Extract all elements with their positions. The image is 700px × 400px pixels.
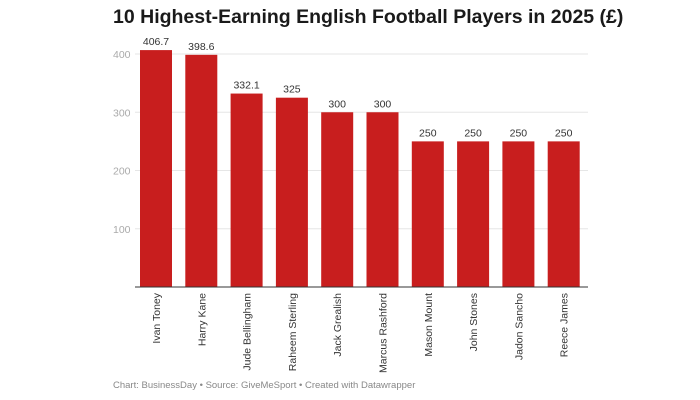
x-tick-label: Jude Bellingham xyxy=(242,293,254,371)
bar xyxy=(411,141,444,287)
footer-credit: Chart: BusinessDay xyxy=(113,380,197,391)
bar xyxy=(547,141,580,287)
chart-title: 10 Highest-Earning English Football Play… xyxy=(113,6,624,28)
data-label: 398.6 xyxy=(188,41,214,53)
bar xyxy=(185,54,218,288)
x-tick-label: Marcus Rashford xyxy=(378,293,390,373)
x-tick-label: Jadon Sancho xyxy=(513,293,525,360)
x-tick-label: Harry Kane xyxy=(196,293,208,346)
bar xyxy=(275,97,308,287)
data-label: 406.7 xyxy=(143,36,169,48)
bar xyxy=(230,93,263,287)
y-tick-label: 400 xyxy=(113,49,131,61)
footer-tool: Created with Datawrapper xyxy=(305,380,416,391)
bar xyxy=(502,141,535,287)
bar xyxy=(457,141,490,287)
bar xyxy=(140,50,172,287)
x-tick-label: Ivan Toney xyxy=(151,292,163,343)
data-label: 332.1 xyxy=(233,80,259,92)
y-tick-label: 300 xyxy=(113,107,131,119)
footer-source: Source: GiveMeSport xyxy=(205,380,297,391)
y-tick-label: 200 xyxy=(113,166,131,178)
data-label: 250 xyxy=(555,127,573,139)
data-label: 250 xyxy=(419,127,437,139)
footer-separator: • xyxy=(296,380,305,391)
footer-separator: • xyxy=(196,380,206,391)
data-label: 300 xyxy=(374,98,392,110)
data-label: 250 xyxy=(510,127,528,139)
bar xyxy=(366,112,399,287)
x-tick-label: Mason Mount xyxy=(423,293,435,357)
chart-footer: Chart: BusinessDay • Source: GiveMeSport… xyxy=(113,380,415,391)
bar xyxy=(321,112,354,287)
data-label: 300 xyxy=(328,98,346,110)
data-label: 325 xyxy=(283,84,301,96)
x-tick-label: Reece James xyxy=(559,293,571,357)
y-tick-label: 100 xyxy=(113,224,131,236)
data-label: 250 xyxy=(464,127,482,139)
x-tick-label: Jack Grealish xyxy=(332,293,344,357)
x-tick-label: John Stones xyxy=(468,293,480,351)
x-tick-label: Raheem Sterling xyxy=(287,293,299,371)
